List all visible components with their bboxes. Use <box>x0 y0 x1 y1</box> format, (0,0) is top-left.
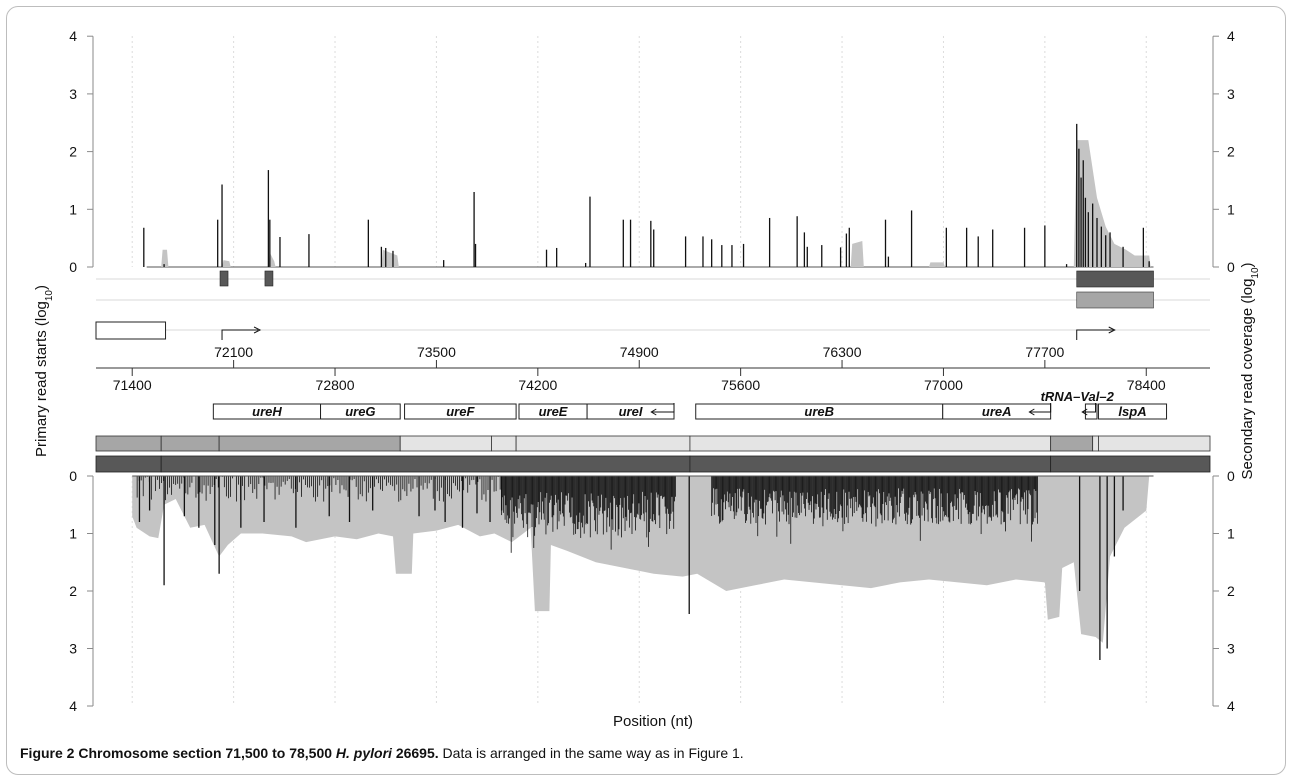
left-top-axis-tick-label: 3 <box>69 86 77 102</box>
tss-arrow <box>1076 329 1113 340</box>
gene-box-ureF <box>404 403 517 420</box>
right-bottom-axis-tick-label: 3 <box>1227 641 1235 657</box>
reverse-tss-arrow <box>1030 403 1052 413</box>
position-tick-label-upper: 76300 <box>823 344 862 360</box>
position-tick-label-lower: 71400 <box>113 377 152 393</box>
position-tick-label-upper: 72100 <box>214 344 253 360</box>
reverse-tss-arrow-head <box>1028 408 1035 416</box>
position-tick-label-upper: 77700 <box>1025 344 1064 360</box>
position-tick-label-upper: 74900 <box>620 344 659 360</box>
forward-coverage-area <box>161 140 1151 267</box>
left-bottom-axis-tick-label: 0 <box>69 468 77 484</box>
reverse-operon-secondary-segment <box>515 435 691 452</box>
reverse-operon-secondary-segment <box>689 435 1052 452</box>
reverse-operon-segment <box>160 455 691 473</box>
position-tick-label-lower: 77000 <box>924 377 963 393</box>
reverse-operon-segment <box>689 455 1052 473</box>
reverse-operon-segment <box>95 455 162 473</box>
gene-label-ureI: ureI <box>619 404 643 419</box>
y-axis-label-left-close: ) <box>33 285 50 290</box>
reverse-coverage-area <box>132 476 1150 643</box>
left-bottom-axis-tick-label: 3 <box>69 641 77 657</box>
right-bottom-axis-tick-label: 1 <box>1227 526 1235 542</box>
caption-title-post: 26695. <box>391 745 439 761</box>
right-top-axis-tick-label: 1 <box>1227 201 1235 217</box>
gene-label-ureF: ureF <box>446 404 475 419</box>
left-bottom-axis-tick-label: 4 <box>69 698 77 714</box>
left-bottom-axis-tick-label: 1 <box>69 526 77 542</box>
gene-box-ureG <box>320 403 401 420</box>
left-top-axis-tick-label: 2 <box>69 144 77 160</box>
right-top-axis-tick-label: 2 <box>1227 144 1235 160</box>
caption-species: H. pylori <box>335 745 392 761</box>
left-top-axis-tick-label: 0 <box>69 259 77 275</box>
position-tick-label-lower: 72800 <box>316 377 355 393</box>
left-bottom-axis-tick-label: 2 <box>69 583 77 599</box>
right-top-axis-tick-label: 0 <box>1227 259 1235 275</box>
reverse-operon-segment <box>1050 455 1211 473</box>
figure-caption: Figure 2 Chromosome section 71,500 to 78… <box>20 745 744 761</box>
right-bottom-axis-tick-label: 0 <box>1227 468 1235 484</box>
reverse-tss-arrow <box>652 403 675 413</box>
reverse-operon-secondary-segment <box>491 435 517 452</box>
reverse-tss-arrow-head <box>650 408 657 416</box>
left-top-axis-tick-label: 4 <box>69 28 77 44</box>
gene-box-lspA <box>1097 403 1168 420</box>
tss-arrow-head <box>253 326 262 334</box>
gene-label-ureG: ureG <box>345 404 375 419</box>
y-axis-label-left-sub: 10 <box>44 290 55 302</box>
reverse-operon-secondary-segment <box>1098 435 1211 452</box>
y-axis-label-right-close: ) <box>1239 262 1256 267</box>
reverse-operon-secondary-segment <box>218 435 401 452</box>
caption-body: Data is arranged in the same way as in F… <box>442 745 744 761</box>
position-tick-label-lower: 78400 <box>1127 377 1166 393</box>
caption-title-pre: Chromosome section 71,500 to 78,500 <box>78 745 336 761</box>
tss-arrow <box>221 329 259 340</box>
right-top-axis-tick-label: 4 <box>1227 28 1235 44</box>
reverse-tss-arrow <box>1083 403 1097 413</box>
upstream-gene-box <box>95 321 167 340</box>
y-axis-label-right: Secondary read coverage (log10) <box>1239 262 1261 479</box>
forward-operon-block <box>1076 270 1154 288</box>
position-tick-label-lower: 74200 <box>518 377 557 393</box>
figure-frame <box>6 6 1286 775</box>
gene-label-ureH: ureH <box>252 404 282 419</box>
right-bottom-axis-tick-label: 2 <box>1227 583 1235 599</box>
position-tick-label-lower: 75600 <box>721 377 760 393</box>
left-top-axis-tick-label: 1 <box>69 201 77 217</box>
gene-label-ureE: ureE <box>539 404 568 419</box>
reverse-tss-arrow-head <box>1081 408 1088 416</box>
forward-operon-secondary-block <box>1076 291 1154 309</box>
caption-label: Figure 2 <box>20 745 75 761</box>
gene-label-tRNAVal2: tRNA–Val–2 <box>1041 389 1115 404</box>
x-axis-label: Position (nt) <box>613 713 693 730</box>
reverse-operon-secondary-segment <box>1092 435 1099 452</box>
forward-operon-block <box>219 270 229 287</box>
gene-label-ureA: ureA <box>982 404 1012 419</box>
forward-operon-block <box>264 270 274 287</box>
gene-label-ureB: ureB <box>804 404 834 419</box>
y-axis-label-left: Primary read starts (log10) <box>33 285 55 457</box>
reverse-operon-secondary-segment <box>95 435 162 452</box>
reverse-operon-secondary-segment <box>399 435 492 452</box>
right-top-axis-tick-label: 3 <box>1227 86 1235 102</box>
reverse-operon-secondary-segment <box>1050 435 1094 452</box>
tss-arrow-head <box>1108 326 1116 334</box>
right-bottom-axis-tick-label: 4 <box>1227 698 1235 714</box>
gene-label-lspA: lspA <box>1118 404 1146 419</box>
y-axis-label-right-sub: 10 <box>1250 267 1261 279</box>
position-tick-label-upper: 73500 <box>417 344 456 360</box>
reverse-operon-secondary-segment <box>160 435 220 452</box>
